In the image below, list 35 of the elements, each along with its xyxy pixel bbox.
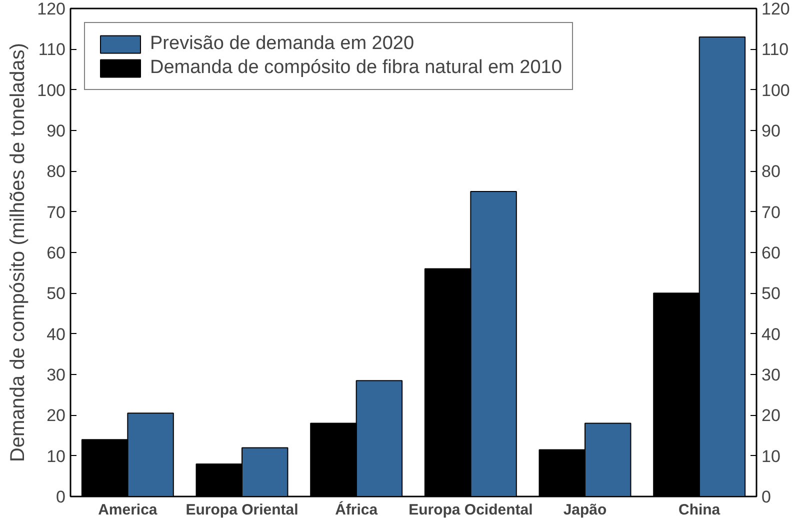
y2-tick-label: 30 [762,366,780,384]
y-tick-label: 30 [46,366,66,384]
y-tick-label: 80 [46,162,66,182]
y2-tick-label: 50 [762,284,780,304]
y-tick-label: 50 [46,284,66,304]
y2-tick-label: 70 [762,202,780,222]
y2-tick-label: 60 [762,244,780,262]
y2-tick-label: 0 [762,488,771,506]
y2-tick-label: 100 [762,80,790,100]
y-tick-label: 40 [46,324,66,344]
y-tick-label: 20 [46,406,66,426]
y-tick-label: 0 [56,488,66,506]
y-tick-label: 100 [37,80,66,100]
x-tick-label: America [98,502,158,518]
x-tick-label: Europa Oriental [186,502,298,518]
y2-tick-label: 10 [762,446,780,466]
x-tick-label: Japão [563,502,607,518]
y-tick-label: 70 [46,202,66,222]
y-tick-label: 10 [46,446,66,466]
y2-tick-label: 90 [762,122,780,140]
y-tick-label: 90 [46,122,66,140]
legend-label: Previsão de demanda em 2020 [150,33,414,55]
y2-tick-label: 20 [762,406,780,426]
y2-tick-label: 40 [762,324,780,344]
y2-tick-label: 120 [762,0,790,18]
x-tick-label: Europa Ocidental [408,502,533,518]
legend-label: Demanda de compósito de fibra natural em 2010 [150,57,562,79]
y-tick-label: 60 [46,244,66,262]
y-tick-label: 110 [38,40,66,60]
y-tick-label: 120 [37,0,66,18]
x-tick-label: África [335,500,378,518]
y2-tick-label: 110 [762,40,789,60]
x-tick-label: China [678,502,721,518]
y2-tick-label: 80 [762,162,780,182]
y-axis-title: Demanda de compósito (milhões de toneladas) [7,42,30,462]
